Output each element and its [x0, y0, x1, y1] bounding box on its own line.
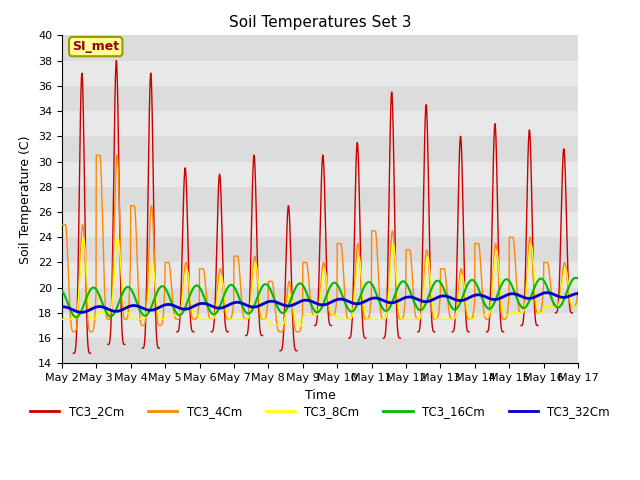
TC3_16Cm [543, 283, 550, 289]
Bar [62, 86, 578, 111]
Bar [62, 338, 578, 363]
Title: Soil Temperatures Set 3: Soil Temperatures Set 3 [228, 15, 412, 30]
TC3_32Cm [543, 290, 551, 296]
Line: TC3_16Cm: TC3_16Cm [62, 278, 578, 317]
TC3_16Cm [202, 299, 210, 305]
TC3_4Cm [346, 316, 354, 322]
TC3_16Cm [470, 278, 477, 284]
TC3_4Cm [574, 288, 582, 294]
TC3_4Cm [202, 291, 210, 297]
Bar [62, 136, 578, 161]
TC3_8Cm [202, 316, 210, 322]
TC3_4Cm [92, 152, 100, 158]
Legend: TC3_2Cm, TC3_4Cm, TC3_8Cm, TC3_16Cm, TC3_32Cm: TC3_2Cm, TC3_4Cm, TC3_8Cm, TC3_16Cm, TC3… [25, 401, 615, 423]
Line: TC3_2Cm: TC3_2Cm [74, 60, 572, 353]
TC3_8Cm [470, 316, 478, 322]
Line: TC3_8Cm: TC3_8Cm [62, 238, 578, 325]
Bar [62, 212, 578, 237]
TC3_32Cm [529, 295, 536, 301]
TC3_8Cm [543, 304, 551, 310]
TC3_2Cm [346, 335, 353, 341]
TC3_8Cm [58, 316, 66, 322]
TC3_4Cm [543, 260, 551, 265]
Bar [62, 313, 578, 338]
TC3_16Cm [72, 314, 80, 320]
TC3_32Cm [346, 299, 354, 305]
TC3_8Cm [346, 316, 354, 322]
Bar [62, 237, 578, 263]
TC3_16Cm [335, 284, 342, 290]
TC3_8Cm [574, 304, 582, 310]
TC3_8Cm [114, 235, 122, 241]
X-axis label: Time: Time [305, 389, 335, 402]
TC3_4Cm [70, 329, 78, 335]
Bar [62, 187, 578, 212]
TC3_16Cm [58, 288, 66, 294]
Text: SI_met: SI_met [72, 40, 119, 53]
TC3_32Cm [78, 310, 86, 315]
Bar [62, 263, 578, 288]
TC3_2Cm [529, 220, 536, 226]
TC3_32Cm [543, 290, 550, 296]
Bar [62, 60, 578, 86]
TC3_8Cm [529, 253, 536, 259]
TC3_16Cm [529, 290, 536, 296]
TC3_32Cm [58, 304, 66, 310]
TC3_16Cm [346, 308, 354, 314]
Bar [62, 161, 578, 187]
TC3_16Cm [572, 275, 579, 281]
Bar [62, 111, 578, 136]
Line: TC3_4Cm: TC3_4Cm [62, 155, 578, 332]
TC3_32Cm [202, 301, 210, 307]
TC3_4Cm [470, 306, 478, 312]
TC3_4Cm [529, 263, 536, 269]
Y-axis label: Soil Temperature (C): Soil Temperature (C) [19, 135, 32, 264]
TC3_32Cm [470, 293, 477, 299]
TC3_32Cm [335, 296, 342, 302]
TC3_4Cm [58, 222, 66, 228]
TC3_4Cm [335, 240, 343, 246]
TC3_32Cm [574, 291, 582, 297]
TC3_16Cm [574, 275, 582, 281]
Bar [62, 288, 578, 313]
Line: TC3_32Cm: TC3_32Cm [62, 293, 578, 312]
Bar [62, 36, 578, 60]
TC3_8Cm [335, 316, 343, 322]
TC3_8Cm [266, 323, 274, 328]
